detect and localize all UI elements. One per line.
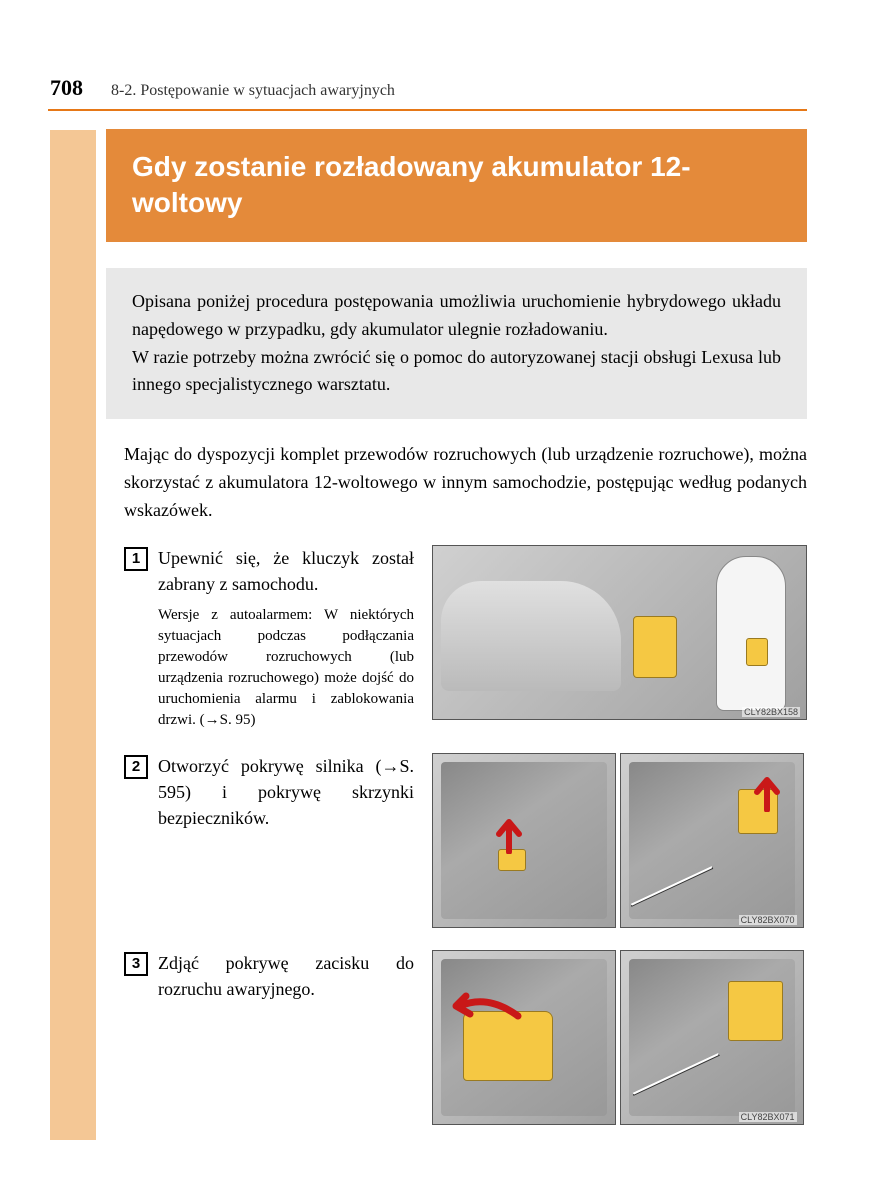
illustration-key-removal: CLY82BX158 — [432, 545, 807, 720]
page-sidebar-strip — [50, 130, 96, 1140]
page-number: 708 — [50, 75, 83, 101]
step-text-column: 2 Otworzyć pokrywę silnika (→S. 595) i p… — [124, 753, 414, 831]
image-code: CLY82BX070 — [739, 915, 797, 925]
section-title: Gdy zostanie rozładowany akumulator 12-w… — [106, 129, 807, 242]
body-paragraph: Mając do dyspozycji komplet przewodów ro… — [124, 441, 807, 525]
step-row: 3 Zdjąć pokrywę zacisku do rozruchu awar… — [124, 950, 807, 1125]
step-row: 1 Upewnić się, że kluczyk został zabrany… — [124, 545, 807, 731]
step-image-column: CLY82BX158 — [432, 545, 807, 720]
intro-box: Opisana poniżej procedura postępowania u… — [106, 268, 807, 420]
step-text-wrap: Zdjąć pokrywę zacisku do rozruchu awaryj… — [158, 950, 414, 1002]
step-text: Otworzyć pokrywę silnika (→S. 595) i pok… — [158, 753, 414, 831]
manual-page: 708 8-2. Postępowanie w sytuacjach awary… — [0, 0, 877, 1200]
arrow-icon — [749, 772, 785, 812]
arrow-icon — [448, 986, 528, 1026]
step-text-column: 1 Upewnić się, że kluczyk został zabrany… — [124, 545, 414, 731]
step-text-wrap: Otworzyć pokrywę silnika (→S. 595) i pok… — [158, 753, 414, 831]
illustration-fusebox-detail: CLY82BX071 — [620, 950, 804, 1125]
illustration-fusebox: CLY82BX070 — [620, 753, 804, 928]
header-divider — [48, 109, 807, 111]
step-row: 2 Otworzyć pokrywę silnika (→S. 595) i p… — [124, 753, 807, 928]
content-area: Gdy zostanie rozładowany akumulator 12-w… — [106, 129, 807, 1125]
step-text-column: 3 Zdjąć pokrywę zacisku do rozruchu awar… — [124, 950, 414, 1002]
step-number-badge: 2 — [124, 755, 148, 779]
illustration-terminal-cover — [432, 950, 616, 1125]
step-image-column: CLY82BX071 — [432, 950, 807, 1125]
intro-text: Opisana poniżej procedura postępowania u… — [132, 288, 781, 400]
illustration-hood-open — [432, 753, 616, 928]
step-text: Zdjąć pokrywę zacisku do rozruchu awaryj… — [158, 950, 414, 1002]
step-number-badge: 1 — [124, 547, 148, 571]
step-number-badge: 3 — [124, 952, 148, 976]
image-code: CLY82BX071 — [739, 1112, 797, 1122]
image-code: CLY82BX158 — [742, 707, 800, 717]
section-label: 8-2. Postępowanie w sytuacjach awaryjnyc… — [111, 82, 395, 100]
step-image-column: CLY82BX070 — [432, 753, 807, 928]
step-subtext: Wersje z autoalarmem: W niektórych sytua… — [158, 605, 414, 731]
step-text-wrap: Upewnić się, że kluczyk został zabrany z… — [158, 545, 414, 731]
page-header: 708 8-2. Postępowanie w sytuacjach awary… — [50, 75, 807, 111]
arrow-icon — [491, 814, 527, 854]
step-text: Upewnić się, że kluczyk został zabrany z… — [158, 545, 414, 597]
